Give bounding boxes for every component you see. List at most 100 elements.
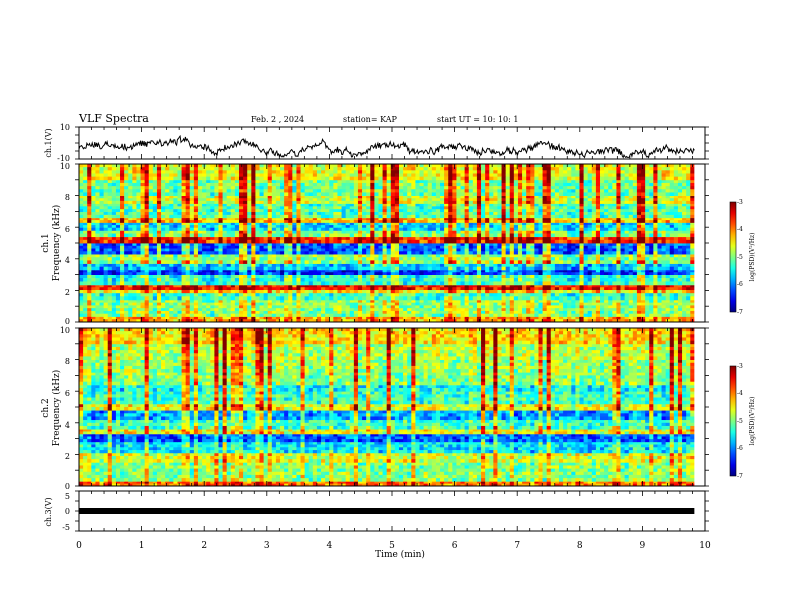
spectrogram-cell	[493, 248, 498, 252]
spectrogram-cell	[173, 316, 178, 320]
spectrogram-cell	[427, 316, 433, 320]
spectrogram-cell	[452, 284, 457, 288]
spectrogram-cell	[595, 284, 601, 288]
spectrogram-cell	[165, 272, 170, 275]
spectrogram-cell	[345, 274, 351, 279]
spectrogram-cell	[329, 274, 334, 279]
spectrogram-cell	[509, 230, 515, 234]
spectrogram-cell	[661, 310, 667, 315]
spectrogram-cell	[530, 245, 535, 249]
spectrogram-cell	[415, 263, 420, 268]
spectrogram-cell	[641, 243, 646, 247]
spectrogram-cell	[333, 272, 338, 275]
spectrogram-cell	[99, 225, 105, 229]
spectrogram-cell	[87, 316, 92, 320]
spectrogram-cell	[341, 287, 347, 291]
spectrogram-cell	[386, 269, 392, 273]
spectrogram-cell	[87, 302, 92, 306]
spectrogram-cell	[284, 251, 289, 255]
spectrogram-cell	[608, 257, 613, 261]
spectrogram-cell	[156, 230, 162, 234]
spectrogram-cell	[247, 266, 252, 271]
spectrogram-cell	[620, 281, 626, 286]
spectrogram-cell	[509, 308, 515, 312]
spectrogram-cell	[120, 310, 125, 315]
spectrogram-cell	[460, 292, 466, 297]
spectrogram-cell	[448, 319, 453, 323]
spectrogram-cell	[156, 233, 162, 238]
spectrogram-cell	[349, 308, 355, 312]
spectrogram-cell	[362, 313, 367, 317]
spectrogram-cell	[579, 260, 584, 264]
spectrogram-cell	[255, 292, 260, 297]
spectrogram-cell	[407, 269, 412, 273]
spectrogram-cell	[267, 284, 273, 288]
spectrogram-cell	[345, 302, 351, 306]
spectrogram-cell	[579, 284, 584, 288]
spectrogram-cell	[497, 289, 502, 294]
spectrogram-cell	[300, 230, 306, 234]
spectrogram-cell	[563, 289, 568, 294]
spectrogram-cell	[357, 248, 363, 252]
spectrogram-cell	[595, 274, 601, 279]
spectrogram-cell	[234, 245, 240, 249]
spectrogram-cell	[624, 292, 630, 297]
spectrogram-cell	[690, 310, 695, 315]
spectrogram-cell	[481, 310, 486, 315]
spectrogram-cell	[538, 239, 543, 244]
spectrogram-cell	[345, 257, 351, 261]
spectrogram-cell	[435, 269, 441, 273]
spectrogram-cell	[649, 289, 654, 294]
spectrogram-cell	[673, 278, 679, 282]
spectrogram-cell	[300, 251, 306, 255]
spectrogram-cell	[378, 230, 383, 234]
spectrogram-cell	[632, 287, 638, 291]
spectrogram-cell	[210, 233, 215, 238]
spectrogram-cell	[493, 278, 498, 282]
spectrogram-cell	[476, 263, 482, 268]
spectrogram-cell	[161, 296, 166, 301]
spectrogram-cell	[91, 308, 96, 312]
spectrogram-cell	[460, 254, 466, 258]
spectrogram-cell	[238, 245, 244, 249]
spectrogram-cell	[206, 236, 211, 241]
spectrogram-cell	[669, 292, 675, 297]
spectrogram-cell	[280, 243, 285, 247]
spectrogram-cell	[177, 243, 182, 247]
spectrogram-cell	[394, 269, 400, 273]
spectrogram-cell	[649, 310, 654, 315]
spectrogram-cell	[79, 254, 84, 258]
spectrogram-cell	[321, 305, 326, 309]
spectrogram-cell	[624, 310, 630, 315]
spectrogram-cell	[300, 281, 306, 286]
spectrogram-cell	[616, 254, 621, 258]
spectrogram-cell	[517, 292, 523, 297]
spectrogram-cell	[472, 289, 478, 294]
spectrogram-cell	[554, 272, 560, 275]
spectrogram-cell	[517, 248, 523, 252]
spectrogram-cell	[99, 284, 105, 288]
spectrogram-cell	[591, 278, 597, 282]
spectrogram-cell	[107, 251, 113, 255]
spectrogram-cell	[394, 292, 400, 297]
spectrogram-cell	[234, 287, 240, 291]
spectrogram-cell	[682, 305, 687, 309]
spectrogram-cell	[329, 248, 334, 252]
spectrogram-cell	[595, 299, 601, 304]
spectrogram-cell	[620, 274, 626, 279]
spectrogram-cell	[382, 281, 388, 286]
spectrogram-cell	[349, 254, 355, 258]
spectrogram-cell	[374, 319, 379, 323]
spectrogram-cell	[316, 292, 322, 297]
spectrogram-cell	[91, 299, 96, 304]
spectrogram-cell	[156, 302, 162, 306]
spectrogram-cell	[472, 236, 478, 241]
spectrogram-cell	[288, 225, 293, 229]
spectrogram-cell	[452, 287, 457, 291]
spectrogram-cell	[608, 233, 613, 238]
spectrogram-cell	[312, 319, 318, 323]
spectrogram-cell	[115, 281, 121, 286]
spectrogram-cell	[280, 257, 285, 261]
spectrogram-cell	[267, 278, 273, 282]
spectrogram-cell	[522, 310, 527, 315]
